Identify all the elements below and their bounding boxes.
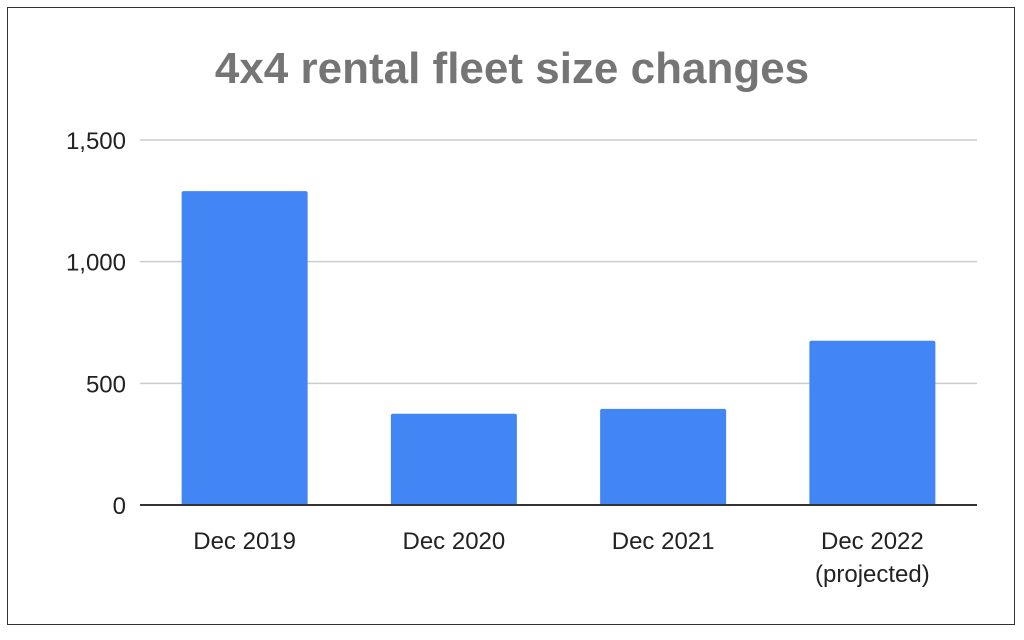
x-tick-label: Dec 2022 [821,528,924,555]
chart-frame [7,7,1015,625]
y-tick-label: 0 [113,493,126,520]
y-tick-label: 500 [86,371,126,398]
y-tick-label: 1,500 [66,128,126,155]
bar [181,191,308,505]
bar [809,340,936,505]
y-tick-label: 1,000 [66,250,126,277]
chart-title: 4x4 rental fleet size changes [214,44,810,93]
bar [600,408,727,505]
x-tick-label: Dec 2019 [193,528,296,555]
bar [390,413,517,505]
x-tick-label: (projected) [815,561,930,588]
x-tick-label: Dec 2020 [403,528,506,555]
x-tick-label: Dec 2021 [612,528,715,555]
